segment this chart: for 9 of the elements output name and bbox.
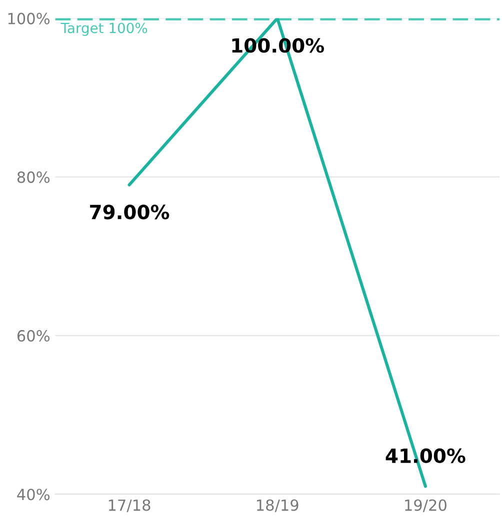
y-tick-label: 100% [8, 12, 50, 24]
x-tick-label: 19/20 [405, 499, 446, 512]
y-tick-label: 60% [17, 330, 50, 342]
y-tick-label: 40% [17, 488, 50, 500]
ref-line-label: Target 100% [60, 22, 148, 36]
x-tick-label: 17/18 [108, 499, 150, 512]
y-tick-label: 80% [17, 171, 50, 183]
x-tick-label: 18/19 [257, 499, 298, 512]
data-label: 79.00% [90, 204, 170, 220]
